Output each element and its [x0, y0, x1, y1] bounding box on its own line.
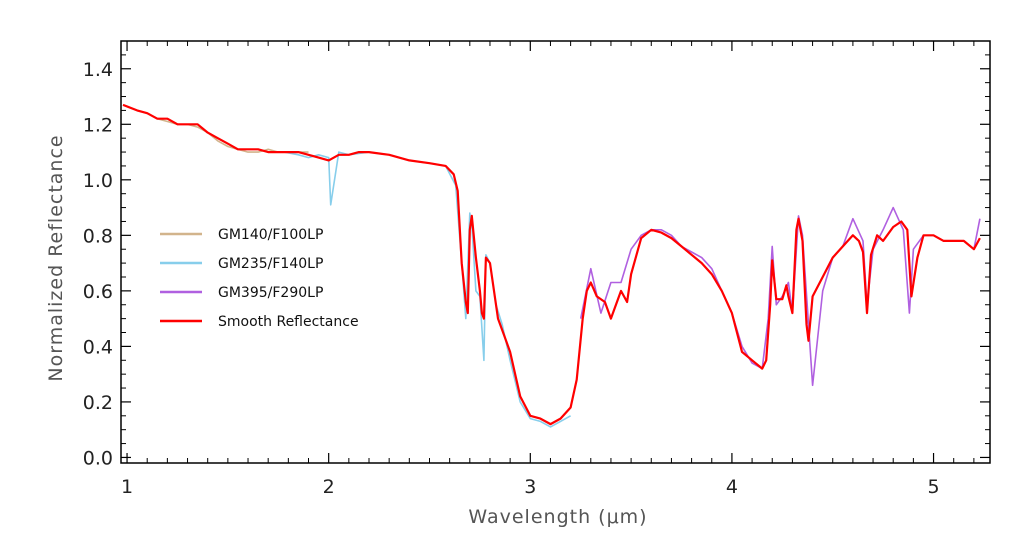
y-tick-label: 1.0 [83, 170, 113, 192]
axes-layer: 1 2 3 4 5 0.0 0.2 0.4 0.6 0.8 1.0 1.2 1.4 [83, 40, 991, 498]
x-tick-label: 2 [323, 476, 335, 498]
y-tick-label: 0.0 [83, 447, 113, 469]
y-tick-label: 0.8 [83, 225, 113, 247]
y-tick-label: 0.4 [83, 336, 113, 358]
x-tick-label: 3 [524, 476, 536, 498]
y-tick-label: 0.6 [83, 281, 113, 303]
legend-label: GM395/F290LP [218, 285, 323, 301]
legend-label: Smooth Reflectance [218, 314, 359, 330]
y-axis-title: Normalized Reflectance [45, 134, 67, 381]
series-line-1 [122, 104, 309, 153]
legend-label: GM235/F140LP [218, 256, 323, 272]
legend-label: GM140/F100LP [218, 227, 323, 243]
x-tick-label: 5 [927, 476, 939, 498]
series-line-3 [579, 206, 981, 387]
x-axis-title: Wavelength (μm) [468, 506, 647, 528]
x-tick-label: 1 [121, 476, 133, 498]
series-line-4 [122, 103, 981, 426]
legend: GM140/F100LP GM235/F140LP GM395/F290LP Smoo… [160, 227, 359, 330]
x-tick-label: 4 [726, 476, 738, 498]
plot-frame [120, 40, 991, 464]
series-line-2 [284, 151, 571, 428]
y-tick-label: 1.4 [83, 59, 113, 81]
series-layer [122, 103, 981, 428]
y-tick-label: 0.2 [83, 392, 113, 414]
y-tick-label: 1.2 [83, 114, 113, 136]
